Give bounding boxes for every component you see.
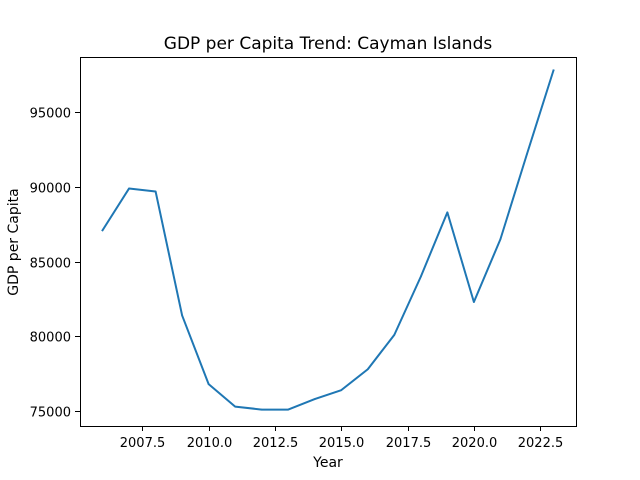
data-point <box>499 238 502 241</box>
x-tick-label: 2017.5 <box>386 436 432 451</box>
data-point <box>446 211 449 214</box>
data-point <box>207 383 210 385</box>
x-tick-label: 2022.5 <box>518 436 564 451</box>
data-point <box>181 314 183 317</box>
data-point <box>101 229 104 232</box>
data-point <box>287 408 290 411</box>
x-axis: 2007.5 2010.0 2012.5 2015.0 2017.5 2020.0 2022… <box>120 426 564 451</box>
x-axis-label: Year <box>312 455 343 471</box>
plot-area <box>101 69 555 411</box>
plot-frame <box>80 57 577 427</box>
y-tick-label: 80000 <box>30 331 71 346</box>
data-point <box>260 408 263 411</box>
data-point <box>154 190 157 193</box>
y-axis-label: GDP per Capita <box>6 188 22 295</box>
series-line-0 <box>101 69 555 411</box>
y-tick-label: 85000 <box>30 257 71 272</box>
data-point <box>393 334 396 336</box>
y-tick-label: 95000 <box>30 107 71 122</box>
y-tick-label: 90000 <box>30 182 71 197</box>
y-tick-label: 75000 <box>30 406 71 421</box>
data-point <box>473 301 475 303</box>
y-axis: 75000 80000 85000 90000 95000 <box>30 107 80 421</box>
data-point <box>128 187 130 190</box>
data-point <box>313 398 316 400</box>
x-tick-label: 2007.5 <box>120 436 166 451</box>
data-point <box>234 405 236 408</box>
x-tick-label: 2010.0 <box>187 436 233 451</box>
x-tick-label: 2012.5 <box>253 436 299 451</box>
data-point <box>420 275 422 278</box>
chart-title: GDP per Capita Trend: Cayman Islands <box>164 34 493 54</box>
data-point <box>366 368 369 371</box>
data-point <box>526 153 528 155</box>
data-point <box>552 69 555 72</box>
data-point <box>340 389 343 391</box>
x-tick-label: 2020.0 <box>452 436 498 451</box>
x-tick-label: 2015.0 <box>319 436 365 451</box>
